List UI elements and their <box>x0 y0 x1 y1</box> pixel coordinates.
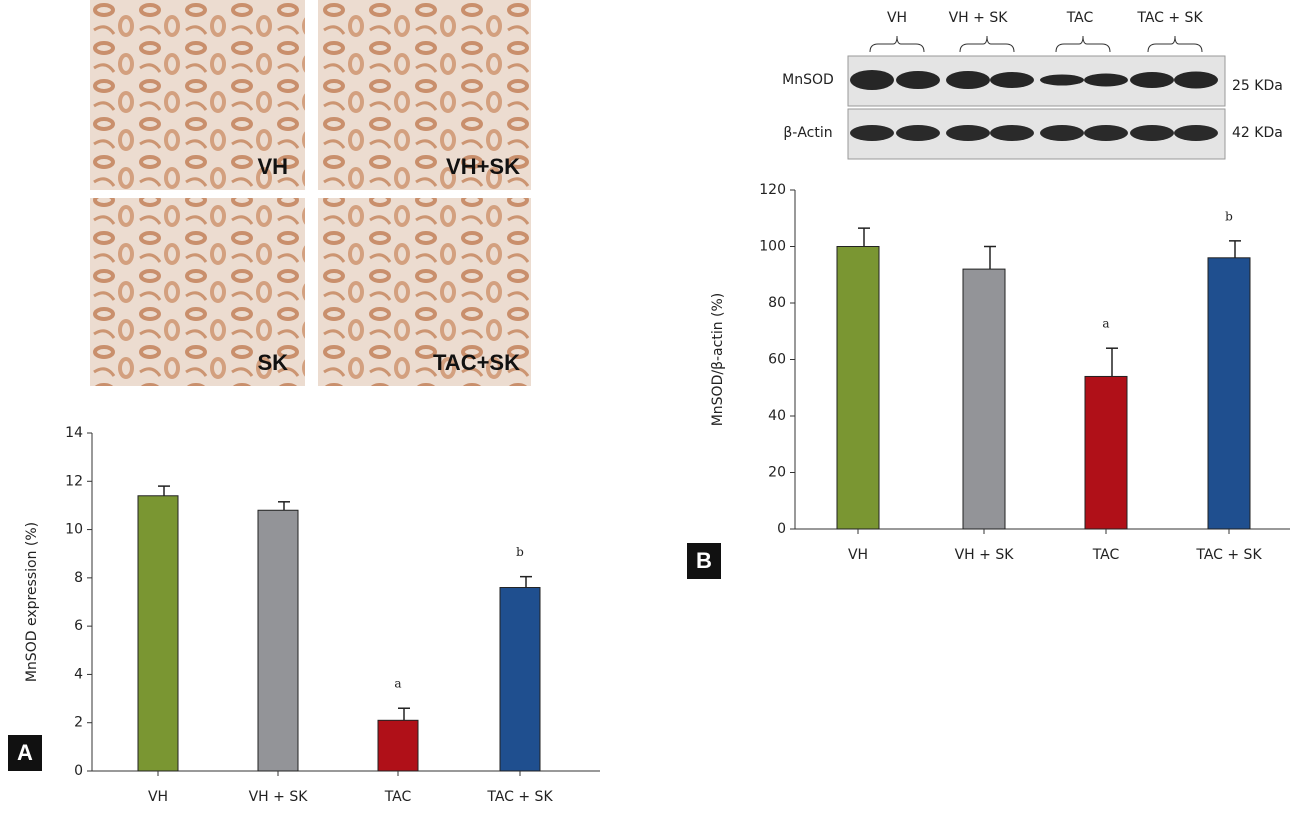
band <box>1130 125 1174 141</box>
band <box>1084 125 1128 141</box>
y-tick-label: 12 <box>65 473 83 489</box>
band <box>1174 71 1218 89</box>
band <box>1084 73 1128 87</box>
x-tick-label: VH + SK <box>955 547 1015 563</box>
bar-chart: 0 2 4 6 8 10 12 14 MnSOD expression (%) VH VH + SK… <box>8 425 600 805</box>
y-tick-label: 0 <box>777 521 786 537</box>
x-tick-label: VH <box>148 789 168 805</box>
x-tick-label: VH <box>848 547 868 563</box>
western-blot: VH VH + SK TAC TAC + SK MnSOD β-Actin 25… <box>782 10 1283 160</box>
y-tick-label: 40 <box>768 408 786 424</box>
micrograph <box>90 198 305 386</box>
y-tick-label: 4 <box>74 666 83 682</box>
y-tick-label: 8 <box>74 570 83 586</box>
brace <box>1147 35 1203 53</box>
x-tick-label: TAC + SK <box>1195 547 1262 563</box>
band <box>990 72 1034 88</box>
bar <box>137 495 179 772</box>
micrograph <box>318 0 531 190</box>
band <box>990 125 1034 141</box>
micrograph-label: VH <box>257 154 288 179</box>
size-label: 42 KDa <box>1232 125 1283 141</box>
brace <box>869 35 925 53</box>
y-tick-label: 6 <box>74 618 83 634</box>
row-label: MnSOD <box>782 72 834 88</box>
y-tick-label: 100 <box>759 239 786 255</box>
panel-box <box>8 735 42 771</box>
panel-label: A <box>17 740 33 765</box>
band <box>1174 125 1218 141</box>
micrograph <box>318 198 531 386</box>
significance-label: b <box>516 545 524 559</box>
bar <box>257 509 299 772</box>
micrographs: VH VH+SK SK TAC+SK <box>90 0 531 386</box>
lane-label: TAC + SK <box>1136 10 1203 26</box>
y-tick-label: 60 <box>768 352 786 368</box>
y-tick-label: 20 <box>768 465 786 481</box>
bar-chart: 0 20 40 60 80 100 120 MnSOD/β-actin (%) VH VH + S… <box>687 182 1290 579</box>
micrograph <box>90 0 305 190</box>
bar <box>1084 375 1128 530</box>
x-tick-label: TAC <box>384 789 412 805</box>
y-axis-label: MnSOD expression (%) <box>24 522 40 682</box>
y-axis-label: MnSOD/β-actin (%) <box>710 293 726 427</box>
panel-label: B <box>696 548 712 573</box>
lane-label: TAC <box>1066 10 1094 26</box>
y-tick-label: 2 <box>74 715 83 731</box>
panel-box <box>687 543 721 579</box>
band <box>896 71 940 89</box>
row-label: β-Actin <box>783 125 832 141</box>
lane-label: VH <box>887 10 907 26</box>
bar <box>836 246 880 530</box>
bar <box>377 719 419 772</box>
brace <box>959 35 1015 53</box>
bar <box>1207 257 1251 530</box>
plots: 0 2 4 6 8 10 12 14 MnSOD expression (%) VH VH + SK… <box>8 182 1290 805</box>
x-tick-label: TAC + SK <box>486 789 553 805</box>
band <box>946 71 990 89</box>
band <box>946 125 990 141</box>
micrograph-label: SK <box>257 350 288 375</box>
bar <box>499 587 541 772</box>
bar <box>962 268 1006 530</box>
y-tick-label: 14 <box>65 425 83 441</box>
band <box>850 125 894 141</box>
y-tick-label: 0 <box>74 763 83 779</box>
significance-label: a <box>394 677 401 691</box>
significance-label: b <box>1225 209 1233 223</box>
x-tick-label: VH + SK <box>249 789 309 805</box>
y-tick-label: 10 <box>65 522 83 538</box>
size-label: 25 KDa <box>1232 78 1283 94</box>
micrograph-label: TAC+SK <box>433 350 520 375</box>
micrograph-label: VH+SK <box>446 154 520 179</box>
x-tick-label: TAC <box>1092 547 1120 563</box>
significance-label: a <box>1102 317 1109 331</box>
band <box>1040 74 1084 86</box>
band <box>1130 72 1174 88</box>
y-tick-label: 80 <box>768 295 786 311</box>
lane-label: VH + SK <box>949 10 1009 26</box>
brace <box>1055 35 1111 53</box>
band <box>896 125 940 141</box>
y-tick-label: 120 <box>759 182 786 198</box>
band <box>850 70 894 90</box>
band <box>1040 125 1084 141</box>
